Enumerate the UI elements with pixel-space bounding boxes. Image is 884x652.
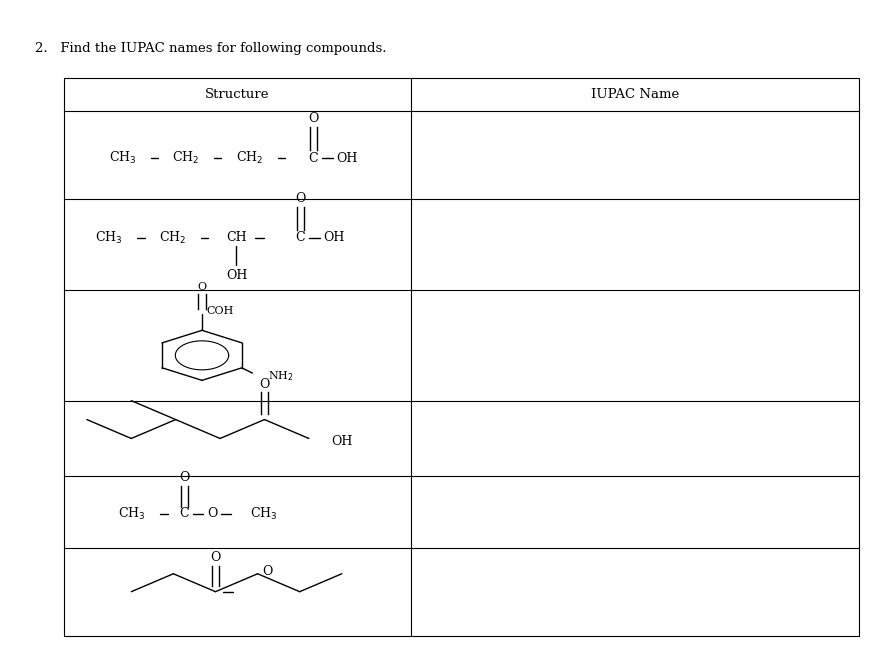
Text: OH: OH [331, 436, 353, 448]
Text: OH: OH [225, 269, 248, 282]
Text: CH$_3$: CH$_3$ [109, 150, 136, 166]
Text: IUPAC Name: IUPAC Name [591, 88, 679, 101]
Text: CH$_3$: CH$_3$ [95, 230, 123, 246]
Text: O: O [259, 378, 270, 391]
Text: CH$_2$: CH$_2$ [159, 230, 187, 246]
Text: O: O [197, 282, 207, 291]
Text: C: C [179, 507, 189, 520]
Text: O: O [208, 507, 217, 520]
Text: C: C [295, 231, 305, 244]
Text: CH: CH [226, 231, 247, 244]
Text: CH$_2$: CH$_2$ [172, 150, 200, 166]
Text: OH: OH [336, 152, 358, 164]
Bar [64, 78, 859, 636]
Text: O: O [295, 192, 305, 205]
Text: O: O [262, 565, 272, 578]
Text: C: C [309, 152, 318, 164]
Text: Structure: Structure [205, 88, 270, 101]
Text: CH$_2$: CH$_2$ [236, 150, 263, 166]
Text: O: O [210, 552, 221, 564]
Text: O: O [309, 113, 318, 125]
Text: 2.   Find the IUPAC names for following compounds.: 2. Find the IUPAC names for following co… [35, 42, 387, 55]
Text: NH$_2$: NH$_2$ [269, 369, 294, 383]
Text: COH: COH [207, 306, 233, 316]
Text: OH: OH [323, 231, 345, 244]
Text: CH$_3$: CH$_3$ [118, 506, 145, 522]
Text: CH$_3$: CH$_3$ [250, 506, 278, 522]
Text: O: O [179, 471, 189, 484]
